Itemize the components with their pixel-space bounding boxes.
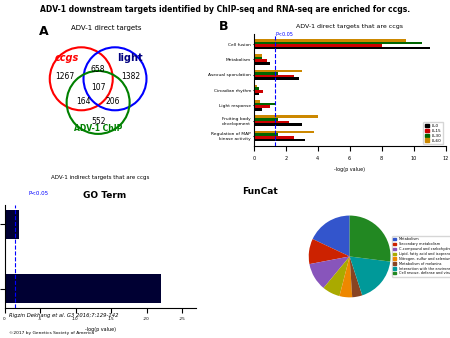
Text: B: B bbox=[219, 20, 229, 33]
Bar bbox=[254, 121, 289, 123]
Bar bbox=[254, 123, 302, 126]
Wedge shape bbox=[350, 216, 391, 262]
Wedge shape bbox=[309, 239, 350, 264]
Text: P<0.05: P<0.05 bbox=[29, 191, 49, 196]
Bar bbox=[254, 134, 278, 136]
Text: ADV-1 direct targets: ADV-1 direct targets bbox=[71, 25, 141, 31]
Text: ccgs: ccgs bbox=[54, 53, 79, 63]
Text: 164: 164 bbox=[76, 97, 91, 106]
Text: P<0.05: P<0.05 bbox=[275, 32, 293, 37]
Bar bbox=[254, 108, 262, 111]
Bar bbox=[254, 72, 278, 75]
Bar bbox=[254, 118, 278, 121]
Bar bbox=[254, 116, 318, 118]
Text: light: light bbox=[117, 53, 143, 63]
Text: A: A bbox=[39, 25, 48, 38]
Bar bbox=[4, 210, 19, 239]
Bar bbox=[254, 39, 405, 42]
Bar bbox=[254, 62, 270, 65]
Bar bbox=[254, 54, 262, 57]
Wedge shape bbox=[313, 216, 350, 257]
Bar bbox=[254, 70, 302, 72]
Text: 1267: 1267 bbox=[55, 72, 74, 81]
Bar bbox=[254, 90, 263, 93]
Text: 1382: 1382 bbox=[121, 72, 140, 81]
Bar bbox=[254, 88, 259, 90]
Title: ADV-1 direct targets that are ccgs: ADV-1 direct targets that are ccgs bbox=[296, 24, 403, 29]
Bar bbox=[254, 59, 266, 62]
Bar bbox=[254, 75, 294, 77]
Bar bbox=[254, 131, 315, 134]
Wedge shape bbox=[350, 257, 390, 295]
Bar bbox=[254, 57, 262, 59]
Text: ADV-1 downstream targets identified by ChIP-seq and RNA-seq are enriched for ccg: ADV-1 downstream targets identified by C… bbox=[40, 5, 410, 14]
Bar bbox=[4, 274, 161, 303]
Bar bbox=[254, 85, 257, 88]
Text: 552: 552 bbox=[91, 117, 105, 126]
Bar bbox=[254, 42, 422, 44]
Wedge shape bbox=[324, 257, 350, 296]
Text: 206: 206 bbox=[105, 97, 120, 106]
Legend: Metabolism, Secondary metabolism, C-compound and carbohydrate metabolism, Lipid,: Metabolism, Secondary metabolism, C-comp… bbox=[392, 236, 450, 276]
Bar bbox=[254, 47, 429, 49]
Text: ADV-1 ChIP: ADV-1 ChIP bbox=[74, 123, 122, 132]
Bar bbox=[254, 136, 294, 139]
Bar bbox=[254, 103, 274, 105]
Text: ©2017 by Genetics Society of America: ©2017 by Genetics Society of America bbox=[9, 331, 94, 335]
Bar bbox=[254, 139, 305, 141]
Wedge shape bbox=[310, 257, 350, 288]
Legend: LL0, LL15, LL30, LL60: LL0, LL15, LL30, LL60 bbox=[423, 122, 443, 144]
X-axis label: -log(p value): -log(p value) bbox=[85, 327, 116, 332]
Bar bbox=[254, 93, 259, 95]
Bar bbox=[254, 105, 270, 108]
X-axis label: -log(p value): -log(p value) bbox=[334, 167, 365, 172]
Text: Rigzin Dekhang et al. G3 2016;7:129-142: Rigzin Dekhang et al. G3 2016;7:129-142 bbox=[9, 313, 118, 318]
Text: 107: 107 bbox=[91, 83, 105, 92]
Text: ADV-1 indirect targets that are ccgs: ADV-1 indirect targets that are ccgs bbox=[51, 175, 149, 180]
Wedge shape bbox=[350, 257, 362, 297]
Text: 658: 658 bbox=[91, 65, 105, 74]
Text: FunCat: FunCat bbox=[242, 187, 278, 196]
Bar bbox=[254, 44, 382, 47]
Bar bbox=[254, 77, 298, 80]
Text: GO Term: GO Term bbox=[83, 191, 126, 200]
Wedge shape bbox=[339, 257, 352, 297]
Bar bbox=[254, 100, 260, 103]
